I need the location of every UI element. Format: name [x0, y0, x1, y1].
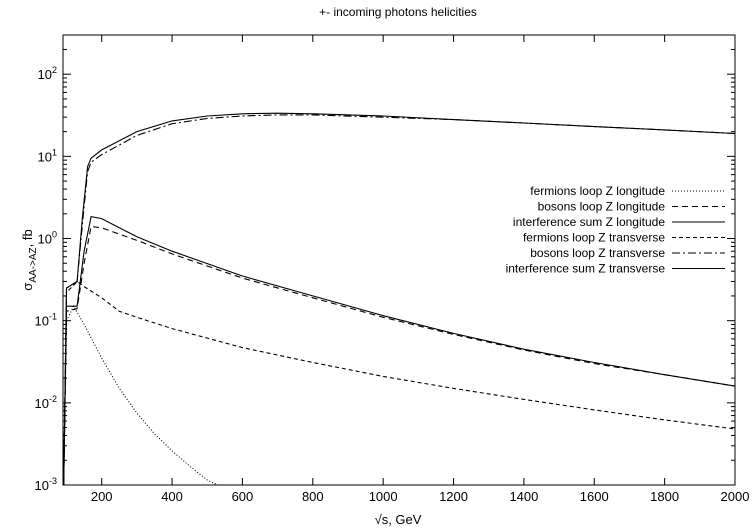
series-line: [63, 225, 735, 485]
y-axis-title-symbol: σ: [20, 283, 35, 291]
x-tick-label: 1800: [650, 489, 679, 504]
series-line: [63, 280, 735, 479]
x-tick-label: 1600: [580, 489, 609, 504]
series-line: [63, 112, 735, 485]
x-tick-label: 2000: [721, 489, 750, 504]
y-tick-mantissa: 10: [35, 314, 49, 329]
chart-title: +- incoming photons helicities: [319, 5, 477, 19]
series-line: [63, 305, 219, 485]
plot-area: [63, 112, 735, 485]
y-tick-mantissa: 10: [35, 396, 49, 411]
y-axis-title: σAA->AZ, fb: [20, 229, 39, 290]
legend-label: interference sum Z transverse: [506, 262, 666, 276]
y-tick-exponent: 0: [52, 230, 57, 240]
x-tick-label: 1400: [509, 489, 538, 504]
plot-frame: [62, 34, 736, 486]
series-line: [63, 114, 735, 485]
legend-label: bosons loop Z longitude: [538, 200, 666, 214]
x-tick-label: 400: [161, 489, 183, 504]
y-tick-exponent: -2: [49, 394, 57, 404]
legend-label: fermions loop Z transverse: [523, 231, 665, 245]
y-tick-exponent: -3: [49, 476, 57, 486]
y-tick-label: 10-3: [35, 476, 57, 493]
x-axis-title: √s, GeV: [375, 512, 422, 527]
y-tick-mantissa: 10: [38, 232, 52, 247]
y-tick-mantissa: 10: [38, 67, 52, 82]
y-tick-label: 102: [38, 65, 57, 82]
series-line: [63, 215, 735, 485]
legend-label: fermions loop Z longitude: [530, 184, 665, 198]
y-tick-exponent: 2: [52, 65, 57, 75]
y-tick-label: 10-1: [35, 312, 57, 329]
y-tick-exponent: 1: [52, 147, 57, 157]
y-axis-title-subscript: AA->AZ: [28, 247, 39, 282]
y-tick-exponent: -1: [49, 312, 57, 322]
legend-label: interference sum Z longitude: [513, 215, 665, 229]
legend: fermions loop Z longitude bosons loop Z l…: [506, 184, 725, 276]
y-tick-label: 100: [38, 230, 57, 247]
y-tick-mantissa: 10: [35, 478, 49, 493]
x-tick-label: 1000: [369, 489, 398, 504]
y-tick-label: 10-2: [35, 394, 57, 411]
y-axis-title-units: , fb: [20, 229, 35, 247]
x-tick-label: 1200: [439, 489, 468, 504]
x-tick-label: 800: [302, 489, 324, 504]
y-tick-label: 101: [38, 147, 57, 164]
legend-label: bosons loop Z transverse: [530, 246, 665, 260]
x-tick-label: 600: [232, 489, 254, 504]
y-tick-mantissa: 10: [38, 149, 52, 164]
x-axis: 200 400 600 800 1000 1200 1400 1600 1800 2000: [91, 35, 750, 504]
x-tick-label: 200: [91, 489, 113, 504]
